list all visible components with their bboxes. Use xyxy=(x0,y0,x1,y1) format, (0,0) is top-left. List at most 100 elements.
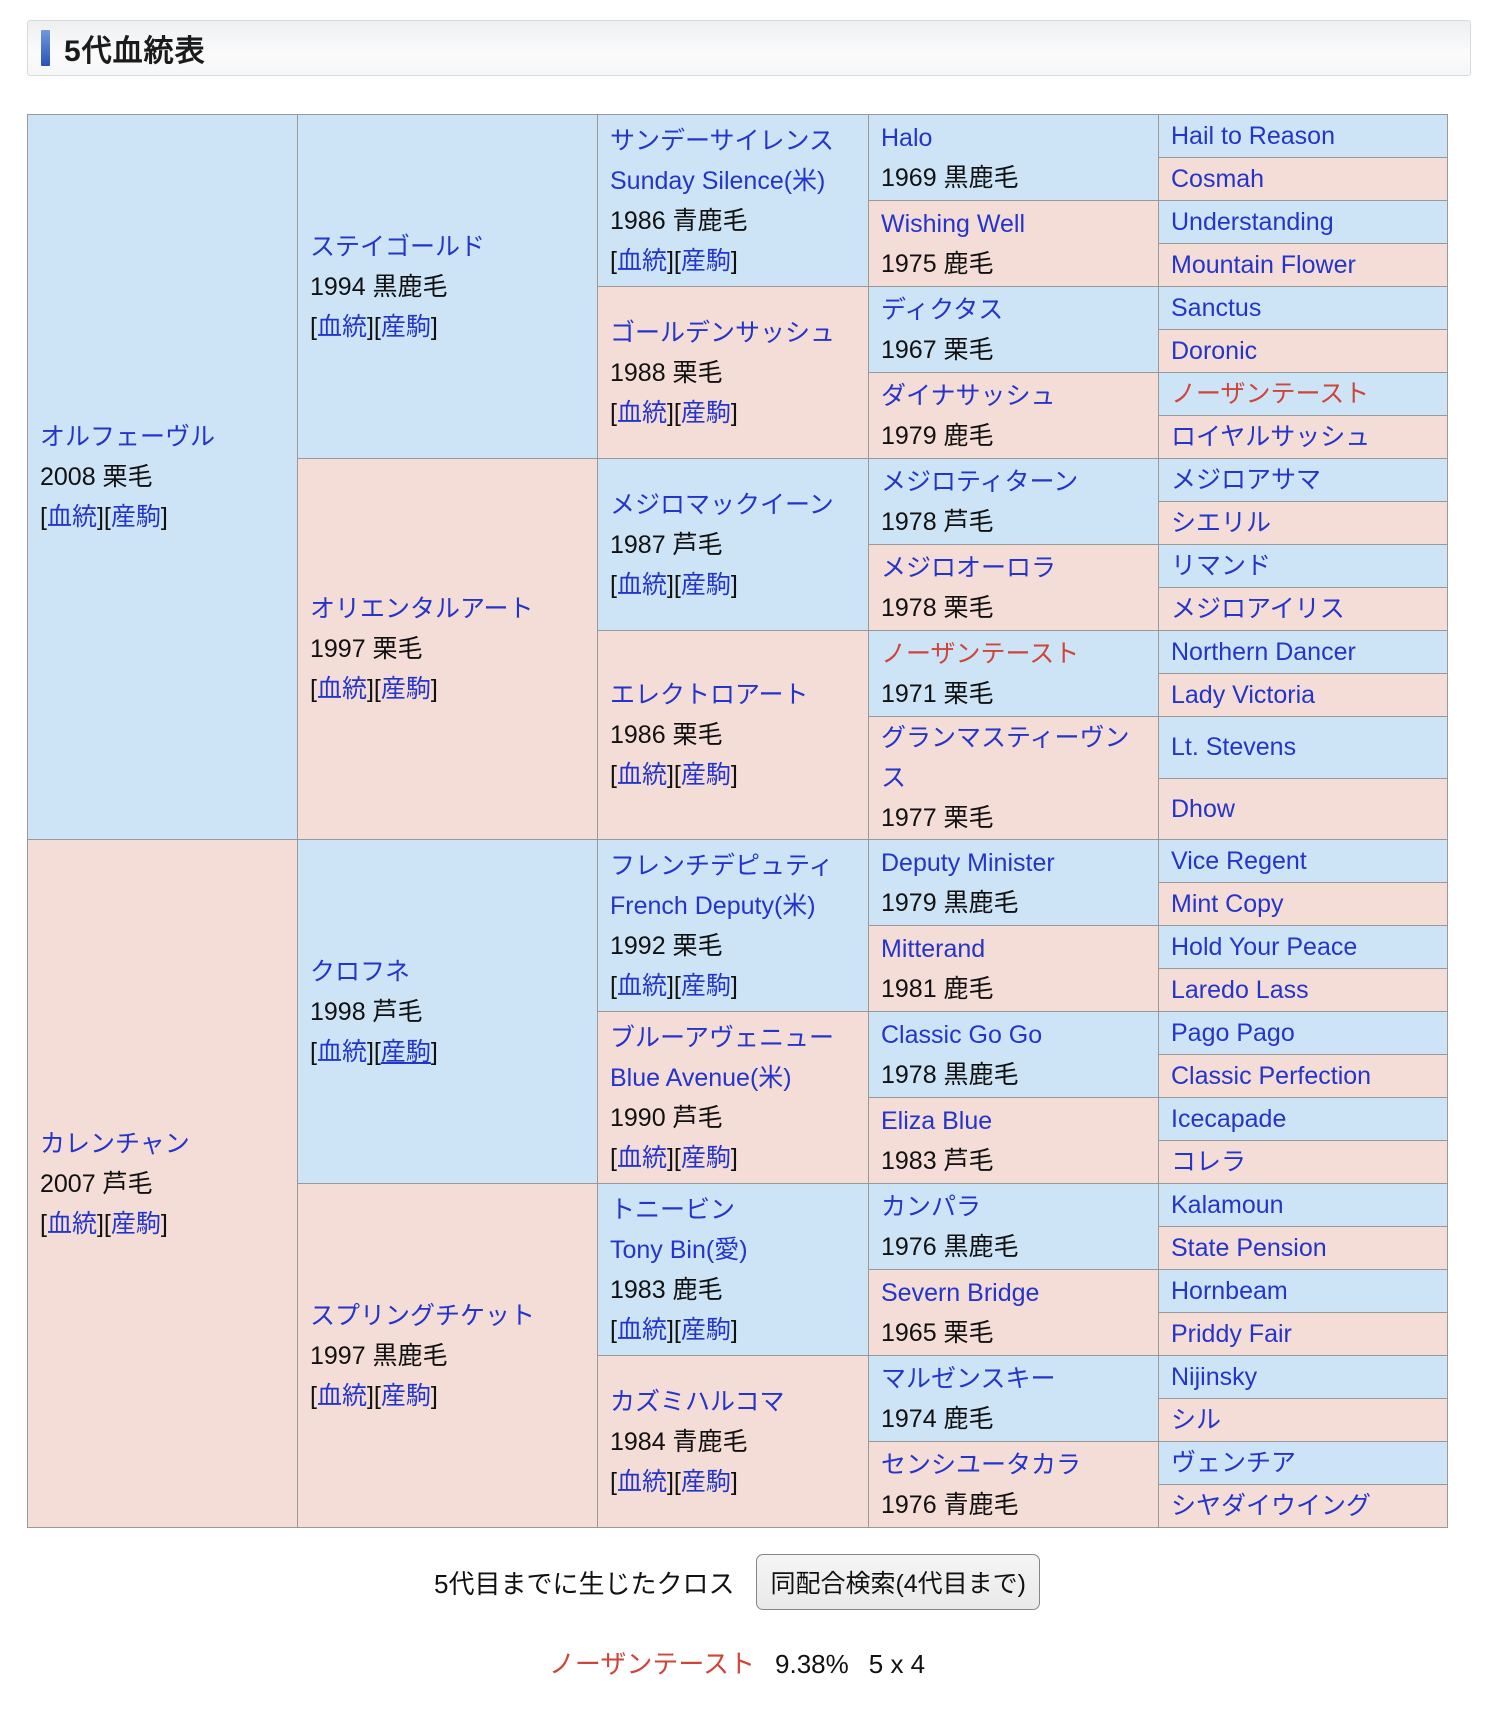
horse-link[interactable]: Mitterand xyxy=(881,934,986,963)
offspring-link[interactable]: 産駒 xyxy=(680,570,731,599)
horse-link[interactable]: メジロティターン xyxy=(881,467,1079,496)
horse-link[interactable]: Halo xyxy=(881,123,933,152)
horse-link[interactable]: カズミハルコマ xyxy=(610,1387,785,1416)
horse-link[interactable]: Severn Bridge xyxy=(881,1278,1040,1307)
horse-link-en[interactable]: Sunday Silence(米) xyxy=(610,166,826,195)
offspring-link[interactable]: 産駒 xyxy=(680,1467,731,1496)
offspring-link[interactable]: 産駒 xyxy=(380,312,431,341)
blood-link[interactable]: 血統 xyxy=(316,312,367,341)
horse-link[interactable]: ゴールデンサッシュ xyxy=(610,318,836,347)
horse-link[interactable]: ディクタス xyxy=(881,295,1004,324)
offspring-link[interactable]: 産駒 xyxy=(110,1209,161,1238)
blood-link[interactable]: 血統 xyxy=(316,1037,367,1066)
horse-link[interactable]: Sanctus xyxy=(1171,294,1262,322)
horse-link[interactable]: ノーザンテースト xyxy=(881,639,1080,668)
horse-link[interactable]: Kalamoun xyxy=(1171,1191,1284,1219)
horse-link[interactable]: Classic Go Go xyxy=(881,1020,1043,1049)
horse-link[interactable]: Hail to Reason xyxy=(1171,122,1335,150)
offspring-link[interactable]: 産駒 xyxy=(110,503,161,531)
horse-link[interactable]: オルフェーヴル xyxy=(40,423,216,451)
horse-link[interactable]: Vice Regent xyxy=(1171,847,1307,875)
horse-link[interactable]: ヴェンチア xyxy=(1171,1449,1297,1477)
blood-link[interactable]: 血統 xyxy=(616,971,667,1000)
horse-link[interactable]: スプリングチケット xyxy=(310,1301,536,1330)
horse-link[interactable]: Icecapade xyxy=(1171,1105,1287,1133)
horse-link[interactable]: Wishing Well xyxy=(881,209,1026,238)
horse-link[interactable]: メジロオーロラ xyxy=(881,553,1057,582)
horse-link[interactable]: カレンチャン xyxy=(40,1129,190,1158)
offspring-link[interactable]: 産駒 xyxy=(380,1037,431,1066)
horse-link[interactable]: Lady Victoria xyxy=(1171,681,1316,709)
horse-link[interactable]: Priddy Fair xyxy=(1171,1320,1292,1348)
offspring-link[interactable]: 産駒 xyxy=(380,675,431,703)
pedigree-cell: Mountain Flower xyxy=(1158,243,1448,287)
blood-link[interactable]: 血統 xyxy=(316,675,367,703)
horse-link[interactable]: クロフネ xyxy=(310,957,411,986)
horse-link[interactable]: マルゼンスキー xyxy=(881,1364,1056,1393)
horse-link[interactable]: Hornbeam xyxy=(1171,1277,1288,1305)
offspring-link[interactable]: 産駒 xyxy=(680,398,731,427)
horse-link[interactable]: シル xyxy=(1171,1406,1222,1434)
pedigree-cell: カズミハルコマ 1984 青鹿毛 [血統][産駒] xyxy=(597,1355,869,1528)
horse-link[interactable]: Classic Perfection xyxy=(1171,1062,1372,1090)
horse-link[interactable]: Dhow xyxy=(1171,794,1235,823)
offspring-link[interactable]: 産駒 xyxy=(680,761,731,789)
horse-link[interactable]: メジロアイリス xyxy=(1171,595,1345,623)
horse-links: [血統][産駒] xyxy=(610,570,738,599)
horse-link[interactable]: メジロマックイーン xyxy=(610,490,834,519)
blood-link[interactable]: 血統 xyxy=(316,1381,367,1410)
horse-link[interactable]: リマンド xyxy=(1171,552,1272,580)
horse-link[interactable]: カンパラ xyxy=(881,1192,982,1221)
horse-link[interactable]: Hold Your Peace xyxy=(1171,933,1358,961)
blood-link[interactable]: 血統 xyxy=(616,246,667,275)
blood-link[interactable]: 血統 xyxy=(616,761,667,789)
horse-link[interactable]: Laredo Lass xyxy=(1171,976,1309,1004)
inbreed-horse-link[interactable]: ノーザンテースト xyxy=(548,1649,756,1679)
blood-link[interactable]: 血統 xyxy=(616,1143,667,1172)
blood-link[interactable]: 血統 xyxy=(46,1209,97,1238)
horse-link[interactable]: シヤダイウイング xyxy=(1171,1492,1372,1520)
offspring-link[interactable]: 産駒 xyxy=(680,971,731,1000)
horse-link[interactable]: センシユータカラ xyxy=(881,1450,1082,1479)
offspring-link[interactable]: 産駒 xyxy=(680,246,731,275)
horse-link[interactable]: Nijinsky xyxy=(1171,1363,1258,1391)
horse-link[interactable]: Pago Pago xyxy=(1171,1019,1295,1047)
horse-link-en[interactable]: Tony Bin(愛) xyxy=(610,1235,748,1264)
horse-link[interactable]: ロイヤルサッシュ xyxy=(1171,423,1371,451)
horse-link[interactable]: Cosmah xyxy=(1171,165,1265,193)
horse-link[interactable]: ノーザンテースト xyxy=(1171,380,1370,408)
horse-link[interactable]: エレクトロアート xyxy=(610,681,809,709)
offspring-link[interactable]: 産駒 xyxy=(380,1381,431,1410)
horse-link[interactable]: Doronic xyxy=(1171,337,1258,365)
offspring-link[interactable]: 産駒 xyxy=(680,1315,731,1344)
horse-link-en[interactable]: French Deputy(米) xyxy=(610,891,816,920)
blood-link[interactable]: 血統 xyxy=(616,1467,667,1496)
blood-link[interactable]: 血統 xyxy=(616,1315,667,1344)
horse-links: [血統][産駒] xyxy=(310,1037,438,1066)
horse-link-en[interactable]: Blue Avenue(米) xyxy=(610,1063,792,1092)
horse-link[interactable]: Lt. Stevens xyxy=(1171,733,1297,762)
blood-link[interactable]: 血統 xyxy=(46,503,97,531)
horse-link[interactable]: ダイナサッシュ xyxy=(881,381,1056,410)
horse-link[interactable]: オリエンタルアート xyxy=(310,595,534,623)
horse-link[interactable]: Northern Dancer xyxy=(1171,638,1356,666)
horse-link[interactable]: コレラ xyxy=(1171,1148,1247,1176)
horse-link[interactable]: Eliza Blue xyxy=(881,1106,993,1135)
horse-link[interactable]: Mint Copy xyxy=(1171,890,1284,918)
offspring-link[interactable]: 産駒 xyxy=(680,1143,731,1172)
horse-link[interactable]: シエリル xyxy=(1171,509,1272,537)
horse-link[interactable]: メジロアサマ xyxy=(1171,466,1322,494)
horse-link[interactable]: Deputy Minister xyxy=(881,848,1055,877)
same-mating-search-button[interactable]: 同配合検索(4代目まで) xyxy=(756,1554,1041,1610)
blood-link[interactable]: 血統 xyxy=(616,398,667,427)
horse-link[interactable]: ブルーアヴェニュー xyxy=(610,1023,835,1052)
blood-link[interactable]: 血統 xyxy=(616,570,667,599)
horse-link[interactable]: Mountain Flower xyxy=(1171,251,1356,279)
horse-link[interactable]: フレンチデピュティ xyxy=(610,851,834,880)
horse-link[interactable]: グランマスティーヴンス xyxy=(881,724,1130,792)
horse-link[interactable]: ステイゴールド xyxy=(310,232,486,261)
horse-link[interactable]: サンデーサイレンス xyxy=(610,126,835,155)
horse-link[interactable]: State Pension xyxy=(1171,1234,1327,1262)
horse-link[interactable]: Understanding xyxy=(1171,208,1334,236)
horse-link[interactable]: トニービン xyxy=(610,1195,736,1224)
